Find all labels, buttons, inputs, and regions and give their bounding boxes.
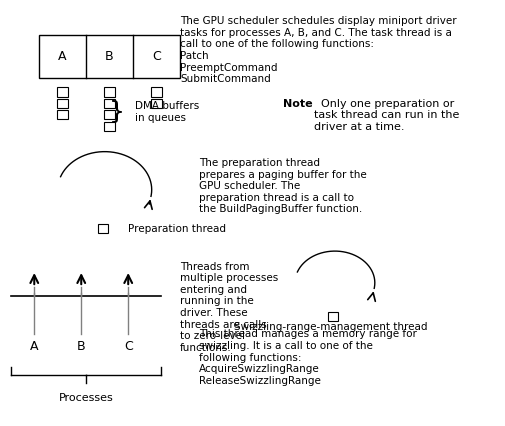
- Text: B: B: [105, 50, 114, 63]
- Text: DMA buffers
in queues: DMA buffers in queues: [135, 101, 199, 123]
- Bar: [104, 121, 114, 131]
- Bar: [151, 99, 161, 108]
- Text: Processes: Processes: [59, 393, 113, 403]
- Text: Note: Note: [283, 99, 312, 109]
- Bar: [104, 87, 114, 97]
- Text: Threads from
multiple processes
entering and
running in the
driver. These
thread: Threads from multiple processes entering…: [180, 262, 278, 353]
- Text: A: A: [58, 50, 67, 63]
- Text: B: B: [77, 340, 85, 353]
- Bar: [57, 87, 68, 97]
- Text: A: A: [30, 340, 38, 353]
- Text: Only one preparation or
task thread can run in the
driver at a time.: Only one preparation or task thread can …: [313, 99, 458, 132]
- Text: C: C: [124, 340, 132, 353]
- Bar: [151, 87, 161, 97]
- Bar: [39, 35, 180, 78]
- Text: C: C: [152, 50, 161, 63]
- Text: Swizzling-range-management thread: Swizzling-range-management thread: [233, 322, 427, 332]
- Text: The preparation thread
prepares a paging buffer for the
GPU scheduler. The
prepa: The preparation thread prepares a paging…: [198, 158, 366, 214]
- Bar: [327, 311, 337, 321]
- Bar: [104, 110, 114, 119]
- Text: Preparation thread: Preparation thread: [128, 224, 226, 233]
- Bar: [57, 99, 68, 108]
- Bar: [57, 110, 68, 119]
- Text: }: }: [108, 100, 124, 124]
- Text: This thread manages a memory range for
swizzling. It is a call to one of the
fol: This thread manages a memory range for s…: [198, 329, 416, 386]
- Bar: [104, 99, 114, 108]
- Bar: [97, 224, 108, 233]
- Text: The GPU scheduler schedules display miniport driver
tasks for processes A, B, an: The GPU scheduler schedules display mini…: [180, 16, 456, 84]
